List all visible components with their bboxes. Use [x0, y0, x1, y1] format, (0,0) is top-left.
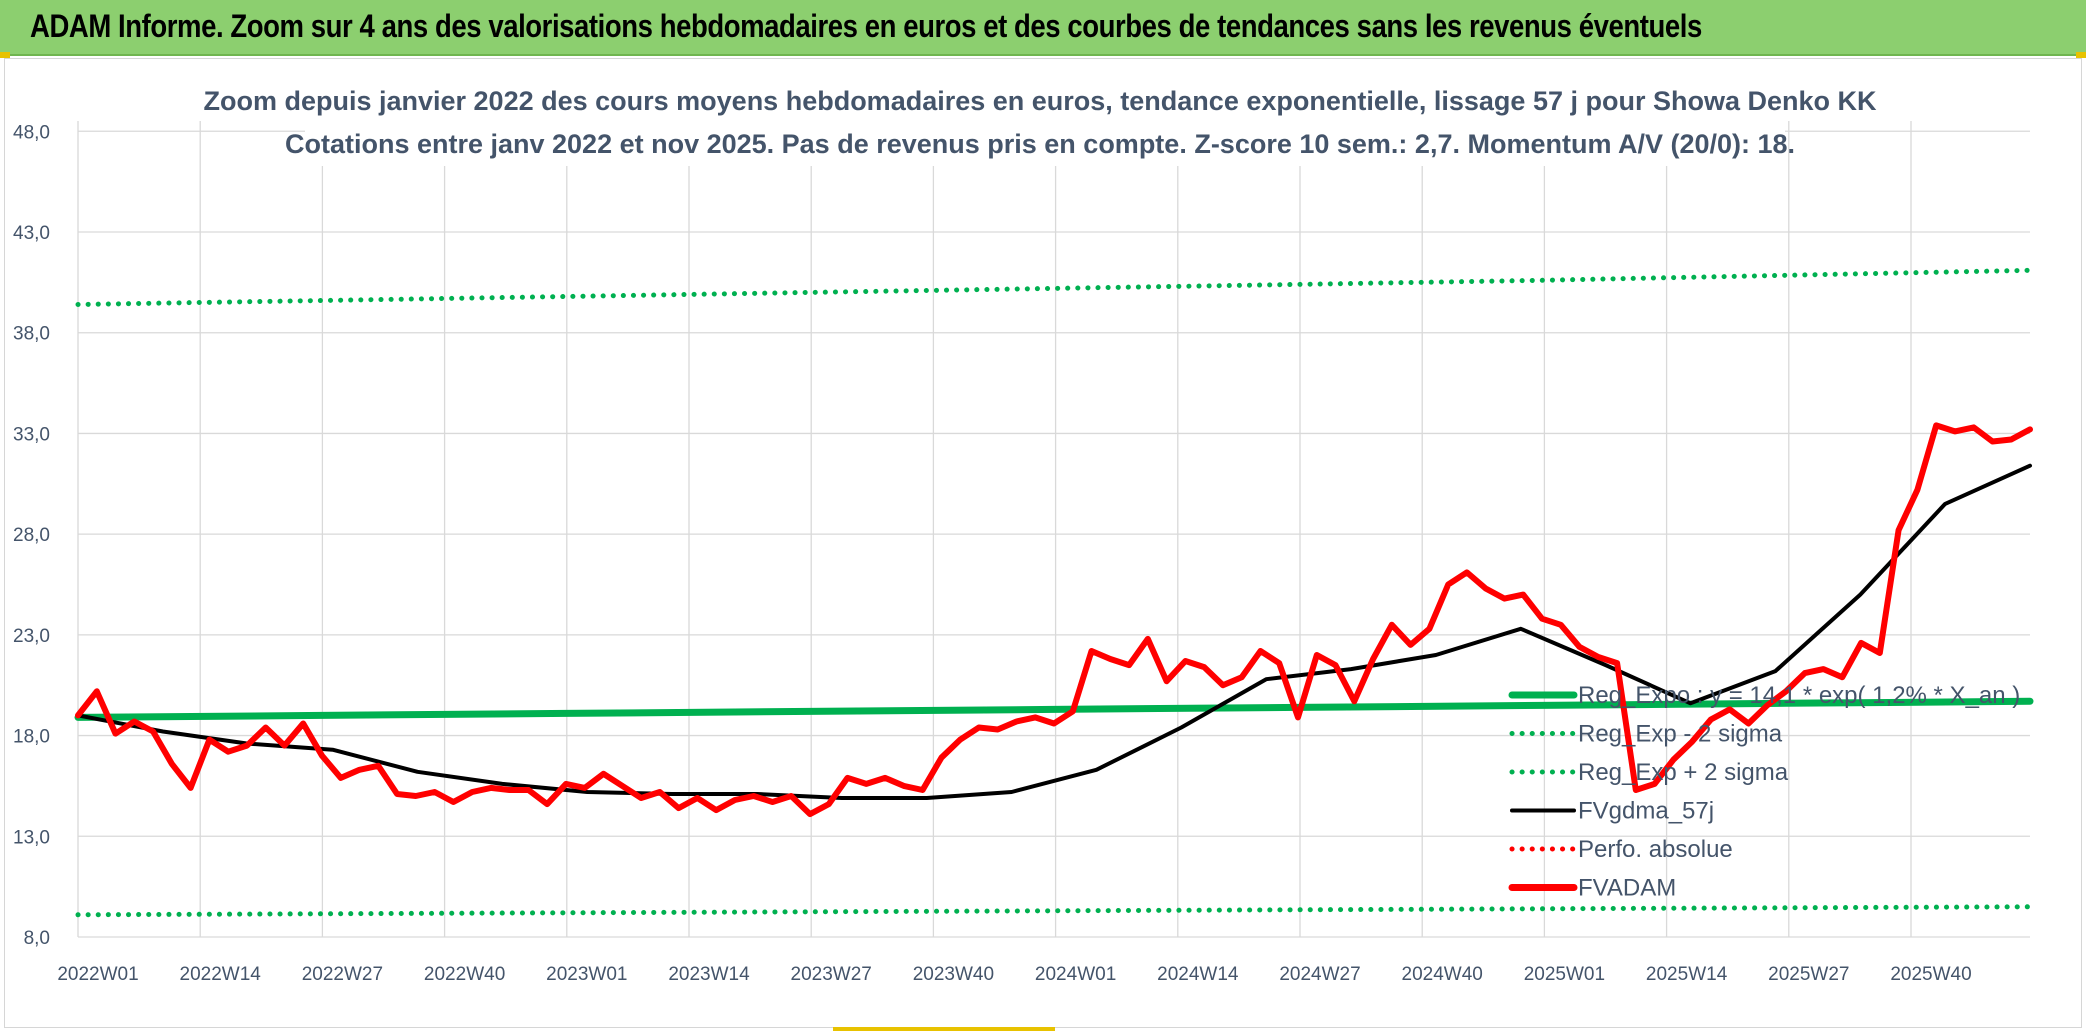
- legend-label: Reg_Expo : y = 14,1 * exp( 1,2% * X_an ): [1578, 682, 2020, 709]
- legend-label: Reg_Exp + 2 sigma: [1578, 759, 1789, 786]
- x-tick-label: 2022W27: [302, 964, 383, 985]
- bottom-marker: [833, 1027, 1055, 1031]
- x-tick-label: 2024W40: [1402, 964, 1483, 985]
- chart-legend: Reg_Expo : y = 14,1 * exp( 1,2% * X_an )…: [1508, 682, 2020, 902]
- y-axis-ticks: 8,0 13,0 18,0 23,0 28,0 33,0 38,0 43,0 48,0: [13, 122, 50, 949]
- title-box: [305, 76, 1785, 166]
- y-tick-label: 8,0: [24, 928, 50, 949]
- legend-label: Reg_Exp - 2 sigma: [1578, 721, 1783, 748]
- legend-label: FVgdma_57j: [1578, 798, 1714, 825]
- series-line-3: [76, 463, 2032, 800]
- x-tick-label: 2022W01: [57, 964, 138, 985]
- banner-corner-right: [2076, 52, 2086, 58]
- x-tick-label: 2022W14: [180, 964, 262, 985]
- y-tick-label: 43,0: [13, 223, 50, 244]
- banner-title: ADAM Informe. Zoom sur 4 ans des valoris…: [30, 8, 1702, 44]
- x-tick-label: 2025W01: [1524, 964, 1605, 985]
- x-tick-label: 2025W14: [1646, 964, 1728, 985]
- x-tick-label: 2023W27: [791, 964, 872, 985]
- x-axis-ticks: 2022W01 2022W14 2022W27 2022W40 2023W01 2023W…: [57, 964, 1971, 985]
- y-tick-label: 13,0: [13, 827, 50, 848]
- chart-grid: [77, 121, 2030, 938]
- report-banner: ADAM Informe. Zoom sur 4 ans des valoris…: [0, 0, 2086, 56]
- y-tick-label: 23,0: [13, 626, 50, 647]
- x-tick-label: 2025W40: [1890, 964, 1971, 985]
- x-tick-label: 2023W14: [668, 964, 750, 985]
- x-tick-label: 2023W40: [913, 964, 994, 985]
- legend-label: Perfo. absolue: [1578, 836, 1733, 863]
- y-tick-label: 28,0: [13, 525, 50, 546]
- y-tick-label: 33,0: [13, 424, 50, 445]
- series-line-2: [75, 267, 2033, 307]
- x-tick-label: 2024W27: [1279, 964, 1360, 985]
- x-tick-label: 2024W14: [1157, 964, 1239, 985]
- legend-label: FVADAM: [1578, 875, 1676, 902]
- y-tick-label: 48,0: [13, 122, 50, 143]
- chart-series: [74, 267, 2034, 918]
- x-tick-label: 2023W01: [546, 964, 627, 985]
- series-line-5: [75, 422, 2033, 818]
- y-tick-label: 38,0: [13, 324, 50, 345]
- chart-title: Zoom depuis janvier 2022 des cours moyen…: [203, 86, 1877, 116]
- x-tick-label: 2025W27: [1768, 964, 1849, 985]
- banner-corner-left: [0, 52, 10, 58]
- chart-subtitle: Cotations entre janv 2022 et nov 2025. P…: [285, 129, 1795, 159]
- x-tick-label: 2024W01: [1035, 964, 1116, 985]
- series-line-1: [75, 904, 2033, 918]
- x-tick-label: 2022W40: [424, 964, 505, 985]
- y-tick-label: 18,0: [13, 727, 50, 748]
- series-line-0: [74, 697, 2034, 721]
